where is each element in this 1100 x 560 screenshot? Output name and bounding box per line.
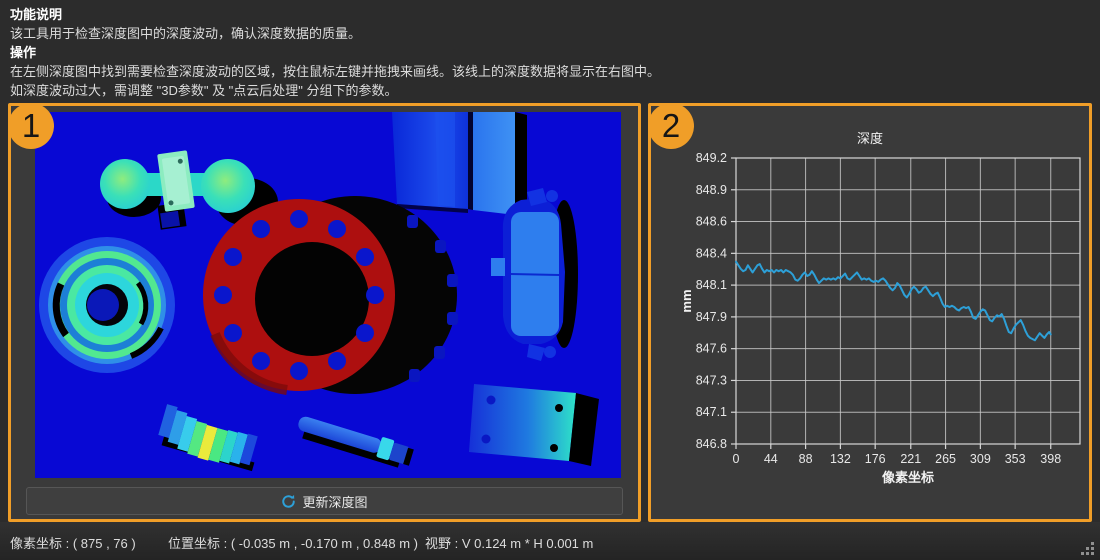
part-plate bbox=[469, 384, 599, 466]
part-stepblock bbox=[158, 404, 258, 472]
instructions: 功能说明 该工具用于检查深度图中的深度波动，确认深度数据的质量。 操作 在左侧深… bbox=[10, 7, 1090, 102]
part-flange bbox=[203, 196, 458, 395]
part-brakepad bbox=[491, 188, 578, 361]
depth-chart-panel: 2 0 44 88 132 176 221 265 309 353 398 849.2 848.9 84… bbox=[648, 103, 1092, 522]
svg-text:847.6: 847.6 bbox=[696, 342, 727, 356]
svg-text:846.8: 846.8 bbox=[696, 437, 727, 451]
svg-text:88: 88 bbox=[799, 452, 813, 466]
svg-text:309: 309 bbox=[970, 452, 991, 466]
svg-text:132: 132 bbox=[830, 452, 851, 466]
status-pixel-coordinates: 像素坐标 : ( 875 , 76 ) bbox=[10, 536, 136, 551]
svg-text:848.1: 848.1 bbox=[696, 278, 727, 292]
depth-map-image[interactable] bbox=[35, 112, 621, 478]
svg-text:848.6: 848.6 bbox=[696, 215, 727, 229]
svg-text:847.3: 847.3 bbox=[696, 373, 727, 387]
update-depth-map-label: 更新深度图 bbox=[302, 494, 368, 510]
instructions-heading-function: 功能说明 bbox=[10, 7, 63, 22]
svg-text:深度: 深度 bbox=[857, 131, 883, 146]
status-position-coordinates: 位置坐标 : ( -0.035 m , -0.170 m , 0.848 m ) bbox=[168, 536, 418, 551]
part-box bbox=[392, 112, 527, 219]
svg-text:221: 221 bbox=[900, 452, 921, 466]
svg-text:847.1: 847.1 bbox=[696, 405, 727, 419]
part-bearing bbox=[39, 237, 175, 373]
svg-text:353: 353 bbox=[1005, 452, 1026, 466]
svg-text:44: 44 bbox=[764, 452, 778, 466]
status-bar: 像素坐标 : ( 875 , 76 ) 位置坐标 : ( -0.035 m , … bbox=[0, 522, 1100, 560]
instructions-function-text: 该工具用于检查深度图中的深度波动，确认深度数据的质量。 bbox=[10, 26, 362, 41]
svg-text:像素坐标: 像素坐标 bbox=[882, 470, 934, 485]
depth-chart: 0 44 88 132 176 221 265 309 353 398 849.2 848.9 848.… bbox=[679, 131, 1081, 485]
part-dumbbell bbox=[100, 150, 278, 230]
instructions-heading-operation: 操作 bbox=[10, 45, 37, 60]
status-field-of-view: 视野 : V 0.124 m * H 0.001 m bbox=[425, 536, 594, 551]
instructions-operation-line2: 如深度波动过大，需调整 "3D参数" 及 "点云后处理" 分组下的参数。 bbox=[10, 83, 398, 98]
resize-grip[interactable] bbox=[1080, 541, 1095, 556]
svg-text:848.9: 848.9 bbox=[696, 183, 727, 197]
instructions-operation-line1: 在左侧深度图中找到需要检查深度波动的区域，按住鼠标左键并拖拽来画线。该线上的深度… bbox=[10, 64, 661, 79]
svg-text:176: 176 bbox=[865, 452, 886, 466]
depth-map-panel: 1 bbox=[8, 103, 641, 522]
svg-text:847.9: 847.9 bbox=[696, 310, 727, 324]
step-badge-2: 2 bbox=[648, 103, 694, 149]
svg-text:265: 265 bbox=[935, 452, 956, 466]
svg-text:848.4: 848.4 bbox=[696, 246, 727, 260]
depth-map-viewport bbox=[35, 112, 621, 478]
refresh-icon bbox=[282, 494, 296, 508]
svg-text:mm: mm bbox=[679, 289, 694, 312]
svg-text:849.2: 849.2 bbox=[696, 151, 727, 165]
part-bolt bbox=[298, 416, 414, 468]
svg-text:0: 0 bbox=[733, 452, 740, 466]
update-depth-map-button[interactable]: 更新深度图 bbox=[26, 487, 623, 515]
svg-text:398: 398 bbox=[1040, 452, 1061, 466]
step-badge-1: 1 bbox=[8, 103, 54, 149]
